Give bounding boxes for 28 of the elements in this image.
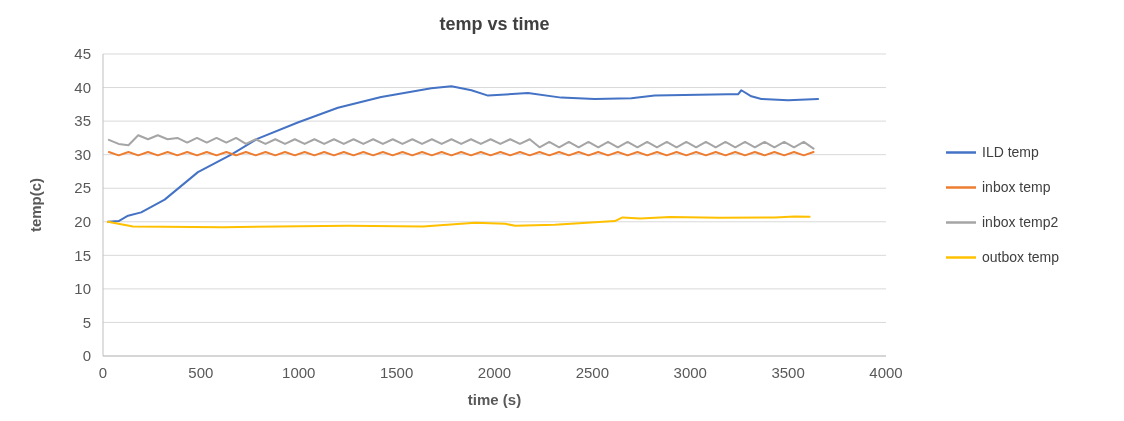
- x-axis-title: time (s): [467, 391, 522, 408]
- x-tick-label: 3000: [673, 364, 707, 381]
- y-axis-title: temp(c): [27, 177, 44, 233]
- x-tick-label: 1000: [282, 364, 316, 381]
- x-tick-label: 500: [188, 364, 214, 381]
- y-tick-label: 5: [82, 313, 91, 331]
- legend-label: inbox temp2: [982, 214, 1059, 231]
- x-tick-label: 3500: [771, 364, 805, 381]
- y-tick-label: 25: [74, 179, 91, 197]
- x-tick-label: 0: [98, 364, 108, 381]
- y-tick-label: 0: [82, 347, 91, 365]
- y-tick-label: 20: [74, 213, 91, 231]
- x-tick-label: 1500: [379, 364, 414, 381]
- x-tick-label: 2500: [575, 364, 610, 381]
- legend-label: inbox temp: [982, 179, 1051, 196]
- line-series: [107, 134, 815, 150]
- y-tick-label: 10: [74, 280, 91, 298]
- legend-label: ILD temp: [982, 144, 1040, 161]
- y-tick-label: 15: [74, 246, 91, 264]
- line-series: [106, 215, 811, 229]
- x-tick-label: 2000: [477, 364, 512, 381]
- y-tick-label: 30: [74, 145, 91, 163]
- y-tick-label: 40: [74, 78, 91, 96]
- chart-title: temp vs time: [439, 14, 550, 34]
- y-tick-label: 35: [74, 112, 91, 130]
- y-tick-label: 45: [74, 45, 91, 63]
- legend-label: outbox temp: [982, 249, 1060, 266]
- x-tick-label: 4000: [869, 364, 903, 381]
